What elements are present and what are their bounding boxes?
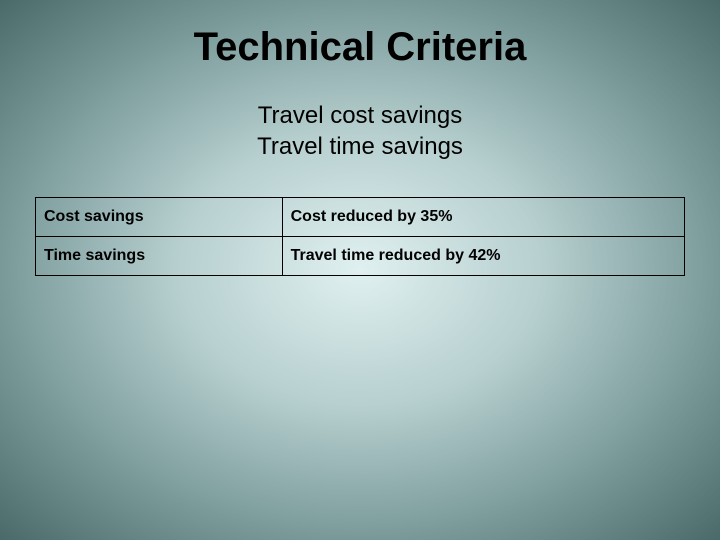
subtitle-line-1: Travel cost savings [20,100,700,131]
criteria-value: Travel time reduced by 42% [282,237,684,276]
criteria-label: Cost savings [36,198,283,237]
criteria-label: Time savings [36,237,283,276]
subtitle-group: Travel cost savings Travel time savings [20,100,700,162]
page-title: Technical Criteria [20,25,700,70]
criteria-value: Cost reduced by 35% [282,198,684,237]
table-row: Cost savings Cost reduced by 35% [36,198,685,237]
criteria-table-container: Cost savings Cost reduced by 35% Time sa… [20,197,700,276]
slide: Technical Criteria Travel cost savings T… [0,0,720,540]
table-row: Time savings Travel time reduced by 42% [36,237,685,276]
subtitle-line-2: Travel time savings [20,131,700,162]
criteria-table: Cost savings Cost reduced by 35% Time sa… [35,197,685,276]
